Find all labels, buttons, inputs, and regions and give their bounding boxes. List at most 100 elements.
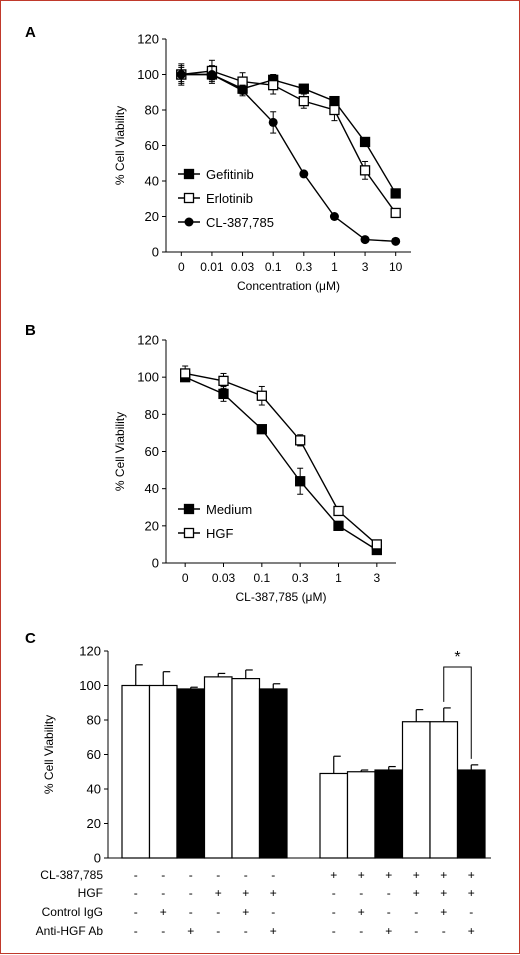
data-point <box>238 85 248 95</box>
condition-sign: - <box>161 924 165 938</box>
condition-sign: - <box>244 868 248 882</box>
condition-sign: - <box>134 886 138 900</box>
condition-sign: - <box>442 924 446 938</box>
data-point <box>299 169 309 179</box>
y-tick-label: 120 <box>79 644 101 659</box>
data-point <box>298 83 309 94</box>
x-axis-label: CL-387,785 (μM) <box>236 590 327 604</box>
data-point <box>176 70 186 79</box>
data-point <box>295 435 306 446</box>
condition-sign: - <box>244 924 248 938</box>
y-tick-label: 20 <box>87 816 101 831</box>
bar <box>121 684 151 859</box>
y-tick-label: 0 <box>94 851 101 866</box>
data-point <box>180 368 191 379</box>
data-point <box>391 236 401 246</box>
x-tick-label: 0.1 <box>265 260 282 274</box>
data-point <box>390 207 401 219</box>
condition-sign: - <box>189 886 193 900</box>
panel-b-chart: B 0 20 40 60 80 100 120 0 0.03 0.1 0.3 1 3 CL-387,785 … <box>25 322 396 604</box>
x-tick-label: 0 <box>182 571 189 585</box>
y-tick-label: 60 <box>145 444 159 459</box>
series-line <box>184 376 378 551</box>
x-tick-label: 10 <box>389 260 403 274</box>
condition-sign: - <box>271 868 275 882</box>
y-tick-label: 120 <box>137 333 159 348</box>
y-tick-label: 120 <box>137 32 159 47</box>
condition-sign: - <box>189 868 193 882</box>
condition-sign: + <box>270 886 277 900</box>
condition-sign: - <box>332 905 336 919</box>
bar <box>401 721 431 859</box>
y-tick-label: 60 <box>145 138 159 153</box>
bar <box>176 688 206 859</box>
condition-label: Control IgG <box>42 905 103 919</box>
y-tick-label: 100 <box>79 678 101 693</box>
y-tick-label: 100 <box>137 67 159 82</box>
bar <box>429 721 459 859</box>
condition-sign: + <box>270 924 277 938</box>
condition-sign: + <box>242 886 249 900</box>
data-point <box>295 476 306 487</box>
condition-sign: + <box>358 905 365 919</box>
x-tick-label: 1 <box>335 571 342 585</box>
legend-label: CL-387,785 <box>206 215 274 230</box>
data-point <box>256 390 267 401</box>
data-point <box>207 70 217 79</box>
condition-sign: - <box>359 886 363 900</box>
data-point <box>329 104 340 116</box>
condition-sign: + <box>385 868 392 882</box>
condition-sign: - <box>189 905 193 919</box>
bar <box>456 769 486 859</box>
x-axis-label: Concentration (μM) <box>237 279 340 293</box>
data-point <box>218 375 229 387</box>
data-point <box>360 235 370 245</box>
condition-sign: - <box>387 886 391 900</box>
condition-sign: + <box>215 886 222 900</box>
legend-label: HGF <box>206 526 234 541</box>
condition-sign: - <box>271 905 275 919</box>
x-tick-label: 0.3 <box>292 571 309 585</box>
significance-bracket <box>443 666 472 759</box>
y-tick-label: 20 <box>145 209 159 224</box>
legend-label: Erlotinib <box>206 191 253 206</box>
bar <box>374 769 404 859</box>
condition-sign: - <box>134 905 138 919</box>
x-tick-label: 1 <box>331 260 338 274</box>
legend-marker <box>183 192 195 204</box>
data-point <box>359 165 371 176</box>
condition-label: CL-387,785 <box>40 868 103 882</box>
condition-sign: + <box>440 886 447 900</box>
bar <box>231 677 261 859</box>
condition-sign: + <box>242 905 249 919</box>
y-tick-label: 80 <box>145 103 159 118</box>
condition-sign: + <box>440 905 447 919</box>
y-tick-label: 0 <box>152 245 159 260</box>
x-tick-label: 3 <box>373 571 380 585</box>
data-point <box>298 95 309 107</box>
legend-marker <box>183 527 195 539</box>
panel-label: B <box>25 322 36 339</box>
legend-label: Gefitinib <box>206 167 254 182</box>
condition-sign: - <box>332 924 336 938</box>
condition-sign: + <box>358 868 365 882</box>
condition-sign: - <box>332 886 336 900</box>
data-point <box>390 188 401 199</box>
condition-sign: - <box>469 905 473 919</box>
panel-label: C <box>25 630 36 647</box>
data-point <box>268 117 278 127</box>
condition-sign: - <box>216 905 220 919</box>
condition-sign: + <box>468 886 475 900</box>
condition-sign: - <box>216 868 220 882</box>
y-axis-label: % Cell Viability <box>113 412 127 491</box>
condition-sign: - <box>216 924 220 938</box>
panel-a-chart: A 0 20 40 60 80 100 120 0 0.01 0.03 0.1 0.3 1 3 10 Conce… <box>25 24 411 293</box>
y-tick-label: 0 <box>152 556 159 571</box>
condition-sign: - <box>134 924 138 938</box>
y-tick-label: 100 <box>137 370 159 385</box>
data-point <box>256 424 267 435</box>
condition-sign: + <box>468 868 475 882</box>
data-point <box>333 520 344 531</box>
x-tick-label: 0.1 <box>253 571 270 585</box>
